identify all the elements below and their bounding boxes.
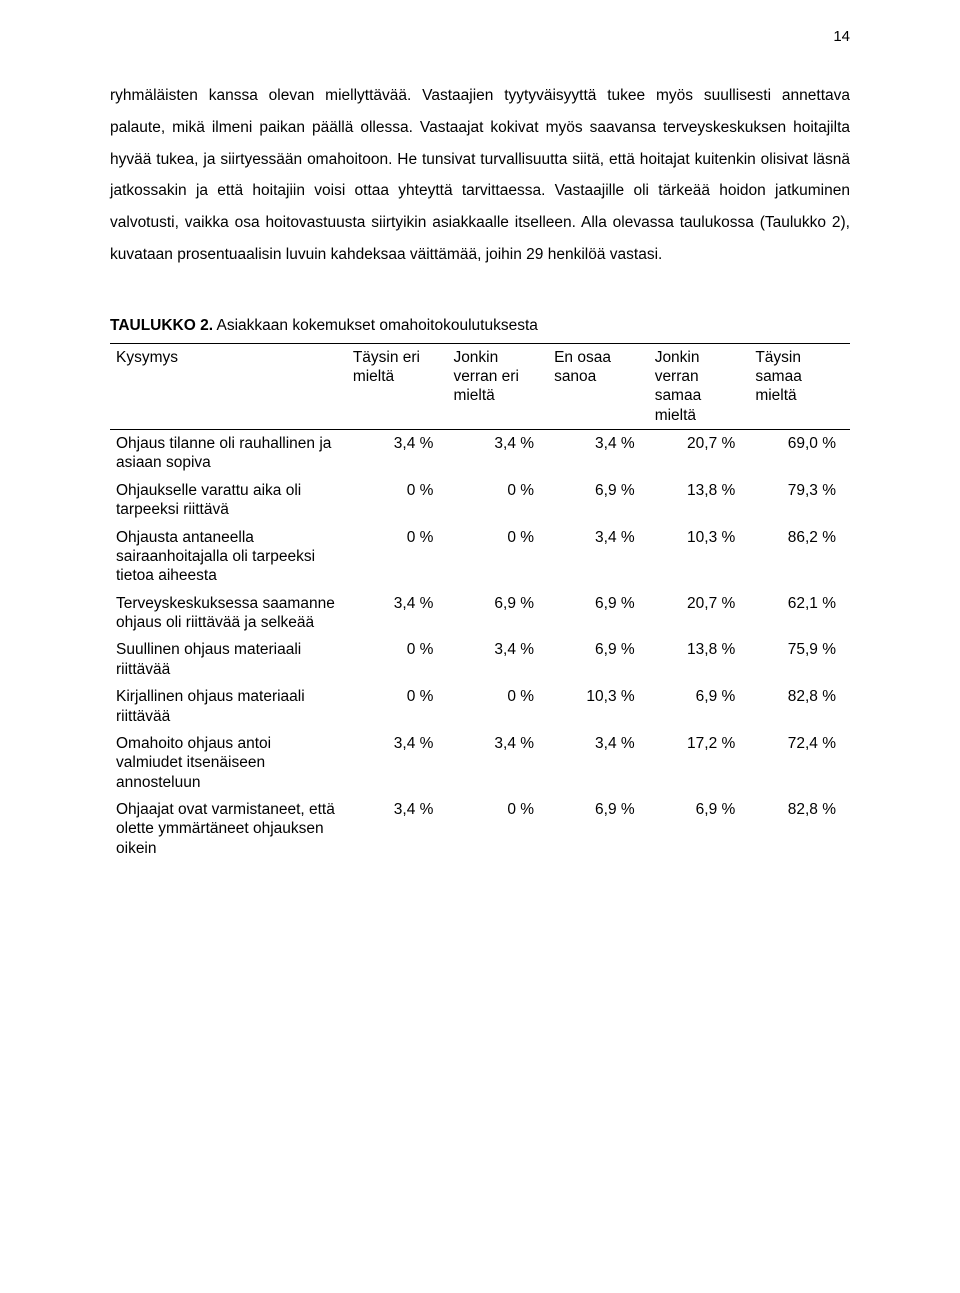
cell-value: 3,4 % [347, 590, 448, 637]
cell-value: 0 % [347, 636, 448, 683]
header-col-1: Jonkin verran eri mieltä [447, 343, 548, 430]
table-row: Kirjallinen ohjaus materiaali riittävää0… [110, 683, 850, 730]
cell-value: 6,9 % [548, 590, 649, 637]
table-row: Suullinen ohjaus materiaali riittävää0 %… [110, 636, 850, 683]
cell-value: 13,8 % [649, 636, 750, 683]
table-body: Ohjaus tilanne oli rauhallinen ja asiaan… [110, 430, 850, 863]
paragraph: ryhmäläisten kanssa olevan miellyttävää.… [110, 80, 850, 271]
table-title-rest: Asiakkaan kokemukset omahoitokoulutukses… [213, 317, 538, 334]
cell-question: Terveyskeskuksessa saamanne ohjaus oli r… [110, 590, 347, 637]
cell-value: 3,4 % [548, 430, 649, 477]
cell-value: 10,3 % [649, 524, 750, 590]
cell-value: 62,1 % [749, 590, 850, 637]
cell-value: 20,7 % [649, 590, 750, 637]
cell-value: 3,4 % [548, 524, 649, 590]
cell-value: 3,4 % [447, 430, 548, 477]
cell-value: 3,4 % [447, 730, 548, 796]
table-header-row: Kysymys Täysin eri mieltä Jonkin verran … [110, 343, 850, 430]
table-row: Ohjaus tilanne oli rauhallinen ja asiaan… [110, 430, 850, 477]
cell-value: 75,9 % [749, 636, 850, 683]
cell-value: 6,9 % [548, 477, 649, 524]
cell-value: 69,0 % [749, 430, 850, 477]
table-row: Ohjaukselle varattu aika oli tarpeeksi r… [110, 477, 850, 524]
header-col-3: Jonkin verran samaa mieltä [649, 343, 750, 430]
header-question: Kysymys [110, 343, 347, 430]
cell-value: 3,4 % [347, 430, 448, 477]
cell-value: 3,4 % [347, 796, 448, 862]
cell-value: 82,8 % [749, 683, 850, 730]
cell-value: 6,9 % [548, 636, 649, 683]
cell-value: 0 % [347, 524, 448, 590]
table-row: Omahoito ohjaus antoi valmiudet itsenäis… [110, 730, 850, 796]
cell-value: 0 % [447, 796, 548, 862]
cell-question: Ohjaukselle varattu aika oli tarpeeksi r… [110, 477, 347, 524]
cell-value: 0 % [447, 477, 548, 524]
cell-value: 0 % [447, 524, 548, 590]
header-col-0: Täysin eri mieltä [347, 343, 448, 430]
cell-value: 72,4 % [749, 730, 850, 796]
cell-question: Kirjallinen ohjaus materiaali riittävää [110, 683, 347, 730]
cell-value: 13,8 % [649, 477, 750, 524]
cell-question: Ohjausta antaneella sairaanhoitajalla ol… [110, 524, 347, 590]
cell-question: Ohjaus tilanne oli rauhallinen ja asiaan… [110, 430, 347, 477]
cell-question: Omahoito ohjaus antoi valmiudet itsenäis… [110, 730, 347, 796]
table-row: Ohjausta antaneella sairaanhoitajalla ol… [110, 524, 850, 590]
table-row: Ohjaajat ovat varmistaneet, että olette … [110, 796, 850, 862]
cell-value: 86,2 % [749, 524, 850, 590]
cell-value: 3,4 % [548, 730, 649, 796]
cell-value: 6,9 % [447, 590, 548, 637]
cell-value: 3,4 % [447, 636, 548, 683]
cell-value: 79,3 % [749, 477, 850, 524]
data-table: Kysymys Täysin eri mieltä Jonkin verran … [110, 343, 850, 863]
page-number: 14 [833, 28, 850, 45]
cell-value: 20,7 % [649, 430, 750, 477]
cell-value: 82,8 % [749, 796, 850, 862]
cell-value: 6,9 % [649, 796, 750, 862]
cell-value: 17,2 % [649, 730, 750, 796]
cell-value: 6,9 % [548, 796, 649, 862]
cell-question: Ohjaajat ovat varmistaneet, että olette … [110, 796, 347, 862]
cell-question: Suullinen ohjaus materiaali riittävää [110, 636, 347, 683]
cell-value: 10,3 % [548, 683, 649, 730]
header-col-4: Täysin samaa mieltä [749, 343, 850, 430]
cell-value: 0 % [447, 683, 548, 730]
table-title: TAULUKKO 2. Asiakkaan kokemukset omahoit… [110, 317, 850, 335]
cell-value: 6,9 % [649, 683, 750, 730]
table-row: Terveyskeskuksessa saamanne ohjaus oli r… [110, 590, 850, 637]
cell-value: 0 % [347, 683, 448, 730]
header-col-2: En osaa sanoa [548, 343, 649, 430]
table-title-prefix: TAULUKKO 2. [110, 317, 213, 334]
cell-value: 0 % [347, 477, 448, 524]
cell-value: 3,4 % [347, 730, 448, 796]
